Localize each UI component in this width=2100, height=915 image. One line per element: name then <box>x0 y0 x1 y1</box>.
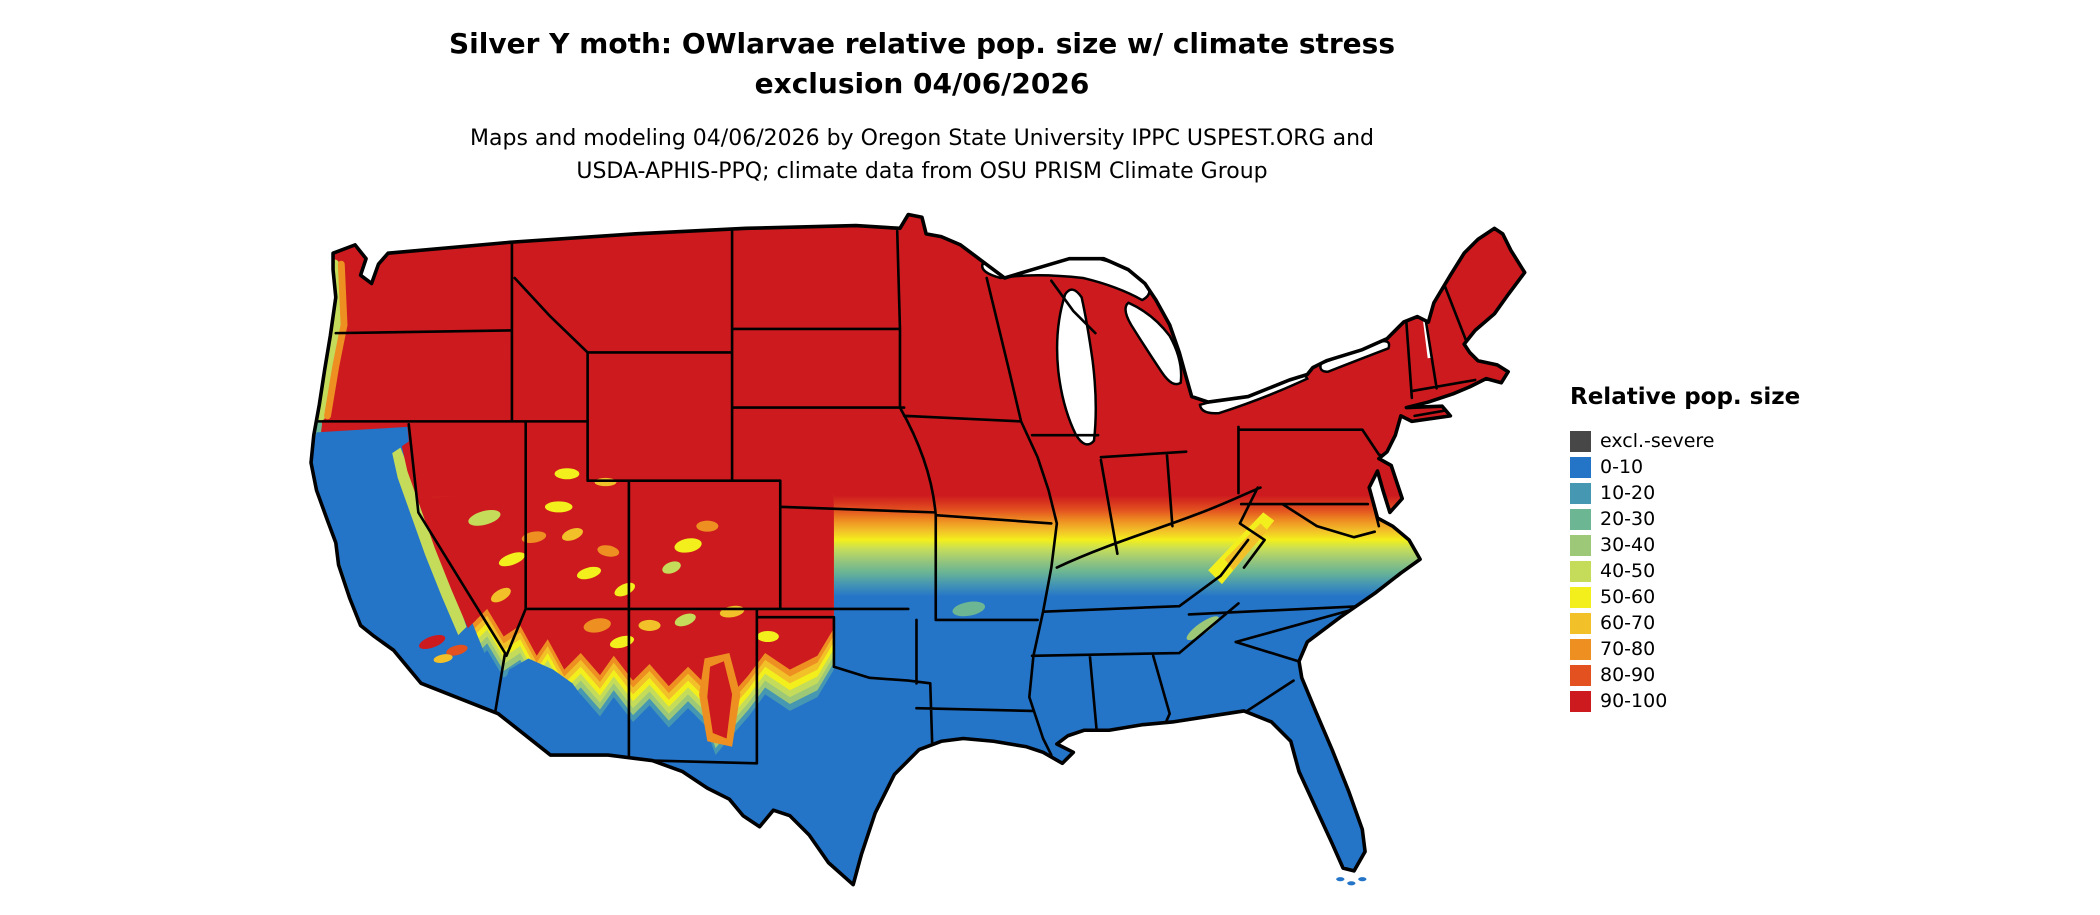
legend-item: 0-10 <box>1570 454 1800 480</box>
legend-swatch <box>1570 482 1591 504</box>
legend-item-label: 0-10 <box>1600 456 1644 478</box>
legend-item-label: 10-20 <box>1600 482 1656 504</box>
legend-items: excl.-severe 0-10 10-20 20-30 30-40 40-50 50-6… <box>1570 428 1800 714</box>
map-title: Silver Y moth: OWlarvae relative pop. si… <box>0 24 1844 104</box>
legend-item: 90-100 <box>1570 688 1800 714</box>
legend-item-label: 30-40 <box>1600 534 1656 556</box>
legend-title: Relative pop. size <box>1570 384 1801 410</box>
legend-item-label: 50-60 <box>1600 586 1656 608</box>
plot-canvas: { "header": { "title_line1": "Silver Y m… <box>0 0 1844 887</box>
legend-item: 20-30 <box>1570 506 1800 532</box>
california-lowlands <box>311 426 496 698</box>
legend-item-label: excl.-severe <box>1600 430 1715 452</box>
legend-item: 70-80 <box>1570 636 1800 662</box>
legend-item-label: 60-70 <box>1600 612 1656 634</box>
arizona-desert <box>495 658 598 742</box>
legend-item-label: 70-80 <box>1600 638 1656 660</box>
mountain-mottle <box>468 468 779 649</box>
map-title-line2: exclusion 04/06/2026 <box>754 67 1090 100</box>
southwest-highlands <box>421 487 834 756</box>
legend-swatch <box>1570 638 1591 660</box>
header: Silver Y moth: OWlarvae relative pop. si… <box>0 0 1844 188</box>
legend-swatch <box>1570 534 1591 556</box>
legend-swatch <box>1570 690 1591 712</box>
legend-swatch <box>1570 612 1591 634</box>
map-title-line1: Silver Y moth: OWlarvae relative pop. si… <box>448 27 1395 60</box>
legend-item: 30-40 <box>1570 532 1800 558</box>
legend-item: 60-70 <box>1570 610 1800 636</box>
legend-item-label: 40-50 <box>1600 560 1656 582</box>
legend: Relative pop. size excl.-severe 0-10 10-20… <box>1570 382 1800 714</box>
legend-item: excl.-severe <box>1570 428 1800 454</box>
us-map <box>309 212 1527 887</box>
map-subtitle-line2: USDA-APHIS-PPQ; climate data from OSU PR… <box>576 159 1268 184</box>
legend-swatch <box>1570 430 1591 452</box>
lake-huron <box>1124 301 1183 386</box>
color-raster <box>311 214 1525 885</box>
legend-item: 80-90 <box>1570 662 1800 688</box>
legend-item-label: 80-90 <box>1600 664 1656 686</box>
map-subtitle-line1: Maps and modeling 04/06/2026 by Oregon S… <box>470 126 1374 151</box>
legend-swatch <box>1570 508 1591 530</box>
florida-keys <box>1336 877 1367 886</box>
legend-item-label: 90-100 <box>1600 690 1668 712</box>
legend-swatch <box>1570 456 1591 478</box>
legend-item: 40-50 <box>1570 558 1800 584</box>
legend-swatch <box>1570 664 1591 686</box>
lake-michigan <box>1055 288 1097 446</box>
map-subtitle: Maps and modeling 04/06/2026 by Oregon S… <box>0 122 1844 188</box>
legend-swatch <box>1570 560 1591 582</box>
legend-swatch <box>1570 586 1591 608</box>
legend-item-label: 20-30 <box>1600 508 1656 530</box>
legend-item: 50-60 <box>1570 584 1800 610</box>
legend-item: 10-20 <box>1570 480 1800 506</box>
